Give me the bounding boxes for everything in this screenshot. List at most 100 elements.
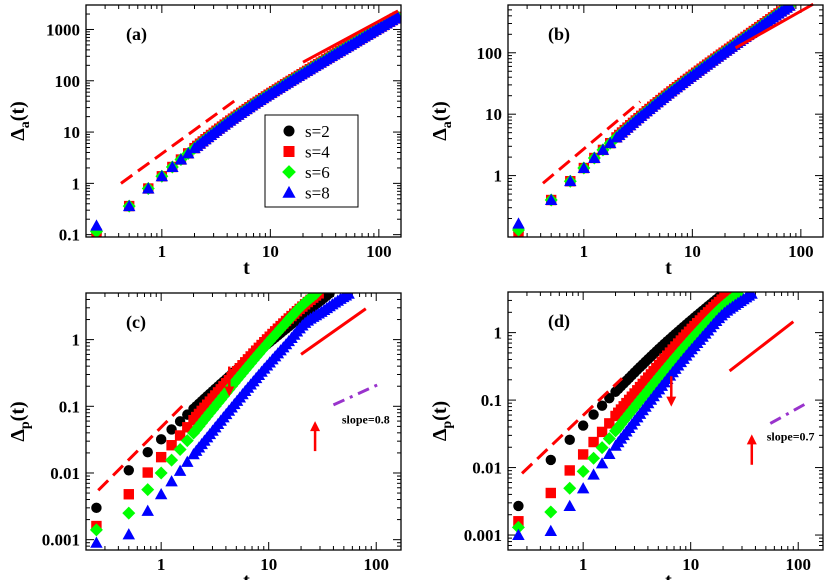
- data-point: [154, 488, 168, 500]
- data-point: [155, 451, 167, 463]
- data-point: [181, 455, 194, 467]
- data-point: [545, 454, 556, 466]
- data-point: [577, 449, 589, 460]
- series-s=6: [89, 293, 323, 537]
- data-point: [544, 505, 558, 519]
- data-point: [166, 424, 177, 435]
- dashed-guide-line: [97, 399, 189, 492]
- series-s=8: [90, 293, 355, 548]
- panel-label: (b): [548, 24, 570, 45]
- data-point: [564, 465, 575, 476]
- data-points: [511, 292, 758, 541]
- data-point: [391, 10, 401, 22]
- data-points: [512, 5, 796, 237]
- y-tick-label: 100: [55, 72, 81, 91]
- legend-marker: [283, 146, 295, 157]
- data-point: [123, 489, 134, 500]
- dashed-guide-line: [541, 100, 642, 185]
- data-point: [154, 466, 168, 480]
- data-point: [123, 465, 134, 476]
- x-tick-label: 10: [260, 555, 277, 574]
- x-axis-label: t: [665, 570, 672, 580]
- data-point: [512, 528, 525, 541]
- arrow-down-icon: [666, 376, 677, 407]
- plot-frame: [507, 4, 824, 238]
- data-point: [173, 464, 187, 476]
- data-point: [513, 500, 524, 512]
- dashed-guide-line: [120, 97, 239, 185]
- series-s=8: [512, 292, 758, 541]
- x-tick-label: 100: [366, 242, 392, 261]
- data-point: [511, 520, 525, 534]
- data-point: [596, 143, 610, 155]
- y-tick-label: 1: [494, 167, 503, 186]
- guide-lines: [541, 2, 814, 185]
- guide-lines: [120, 9, 399, 185]
- data-points: [90, 10, 401, 237]
- data-point: [595, 441, 609, 455]
- y-tick-label: 1: [72, 174, 81, 193]
- x-tick-label: 100: [785, 555, 811, 574]
- legend-label: s=8: [305, 184, 330, 203]
- data-point: [587, 451, 601, 465]
- slope-guide-line: [769, 401, 808, 425]
- legend: s=2 s=4s=6 s=8: [264, 114, 359, 208]
- panel-b: 1 10 100 1 10 100 t Δa(t) (b): [429, 2, 824, 279]
- panel-label: (a): [126, 24, 147, 45]
- y-tick-label: 10: [485, 105, 502, 124]
- y-axis-label: Δa(t): [429, 101, 455, 141]
- data-point: [576, 482, 590, 494]
- legend-label: s=4: [305, 143, 330, 162]
- data-point: [173, 443, 187, 457]
- plot-frame: [507, 291, 824, 551]
- data-point: [577, 161, 591, 174]
- panel-label: (c): [126, 312, 146, 333]
- y-tick-label: 1000: [46, 20, 80, 39]
- data-point: [731, 292, 745, 301]
- data-point: [181, 147, 195, 159]
- data-point: [155, 170, 169, 182]
- data-point: [324, 293, 335, 299]
- guide-lines: [520, 320, 808, 475]
- plot-frame: [85, 4, 402, 238]
- data-point: [141, 483, 155, 497]
- y-tick-label: 1: [72, 331, 81, 350]
- data-point: [577, 420, 589, 431]
- series-s=4: [513, 292, 736, 527]
- data-point: [142, 467, 153, 478]
- panel-label: (d): [548, 311, 570, 332]
- legend-entry: s=6: [282, 163, 330, 182]
- y-axis-label: Δp(t): [429, 401, 455, 441]
- axis-ticks: [85, 4, 401, 238]
- y-tick-label: 0.001: [42, 531, 80, 550]
- data-point: [545, 487, 556, 499]
- data-point: [544, 193, 558, 206]
- legend-label: s=2: [305, 122, 330, 141]
- guide-lines: [97, 307, 382, 492]
- x-tick-label: 1: [580, 242, 589, 261]
- data-points: [89, 293, 355, 548]
- panel-d: 1 10 100 0.001 0.01 0.1 1 t Δp(t) (d) slope=0.7: [429, 291, 824, 580]
- data-point: [91, 502, 102, 514]
- data-point: [342, 293, 355, 299]
- data-point: [564, 174, 577, 187]
- data-point: [745, 292, 758, 299]
- data-point: [174, 153, 188, 165]
- data-point: [588, 151, 601, 163]
- arrow-up-icon: [746, 434, 757, 465]
- dashed-guide-line: [520, 377, 624, 475]
- data-point: [587, 468, 600, 480]
- y-axis-label: Δa(t): [7, 101, 33, 141]
- data-point: [122, 528, 136, 540]
- data-point: [564, 434, 575, 446]
- x-tick-label: 100: [788, 242, 814, 261]
- data-point: [576, 464, 590, 478]
- data-point: [166, 440, 177, 451]
- data-point: [122, 506, 136, 520]
- data-point: [596, 426, 608, 438]
- y-tick-label: 0.001: [464, 526, 502, 545]
- data-point: [165, 453, 179, 467]
- legend-entry: s=8: [282, 184, 330, 203]
- data-point: [182, 422, 193, 433]
